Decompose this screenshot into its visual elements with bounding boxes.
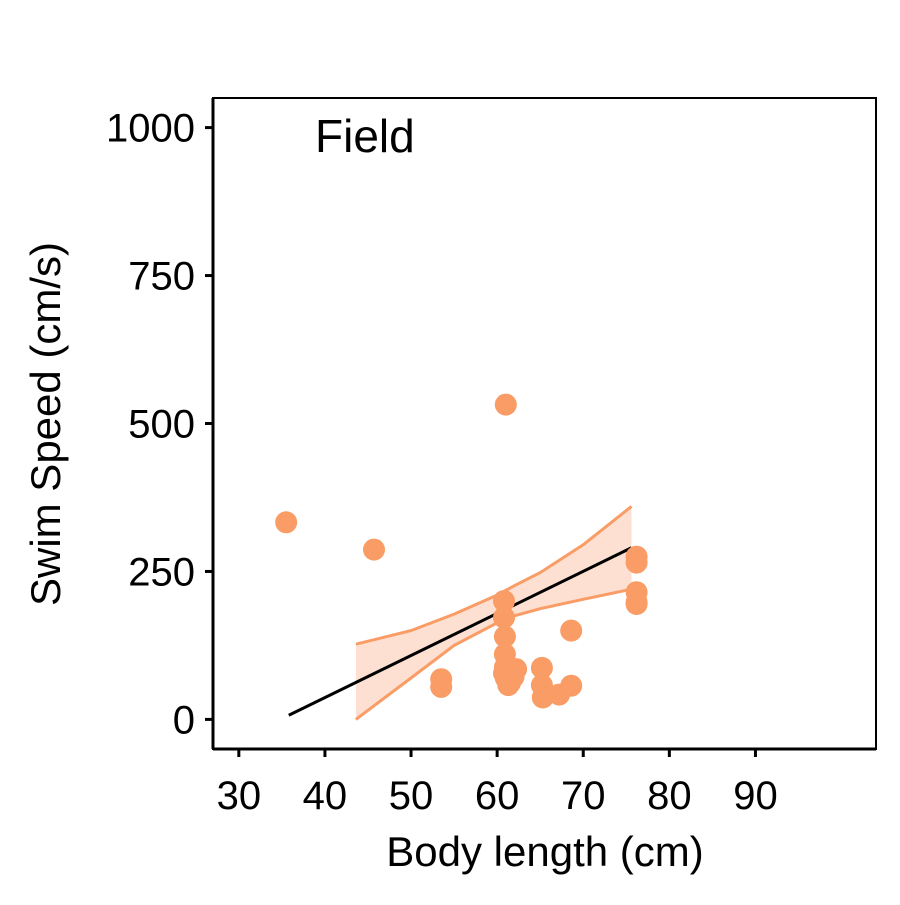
trend-line: [288, 546, 633, 717]
y-tick-label: 250: [128, 550, 195, 594]
x-tick-label: 30: [217, 774, 262, 818]
x-ticks: 30 40 50 60 70 80 90: [217, 749, 778, 818]
data-point: [625, 591, 648, 614]
data-point: [560, 619, 583, 642]
data-point: [363, 538, 385, 561]
data-point: [625, 551, 648, 574]
panel-border: [212, 97, 877, 750]
ci-band-layer: [354, 505, 633, 721]
x-tick-label: 90: [733, 774, 778, 818]
y-axis-title: Swim Speed (cm/s): [22, 242, 69, 606]
x-tick-label: 60: [475, 774, 520, 818]
y-tick-label: 1000: [106, 107, 195, 151]
data-point: [493, 625, 516, 648]
data-point: [560, 674, 583, 697]
trend-layer: [288, 546, 633, 717]
y-tick-label: 500: [128, 403, 195, 447]
data-point: [502, 665, 525, 688]
data-point: [531, 686, 554, 709]
data-point: [493, 590, 515, 612]
data-point: [494, 393, 517, 416]
y-tick-label: 0: [173, 698, 195, 742]
x-axis-title: Body length (cm): [386, 828, 703, 875]
points-layer: [275, 393, 648, 709]
x-tick-label: 80: [647, 774, 692, 818]
data-point: [493, 606, 515, 629]
y-tick-label: 750: [128, 255, 195, 299]
x-tick-label: 40: [303, 774, 348, 818]
panel-label: Field: [315, 110, 415, 162]
x-tick-label: 70: [561, 774, 606, 818]
data-point: [430, 675, 453, 698]
data-point: [530, 656, 553, 679]
data-point: [275, 511, 298, 534]
y-ticks: 0 250 500 750 1000: [106, 107, 213, 742]
x-tick-label: 50: [389, 774, 434, 818]
